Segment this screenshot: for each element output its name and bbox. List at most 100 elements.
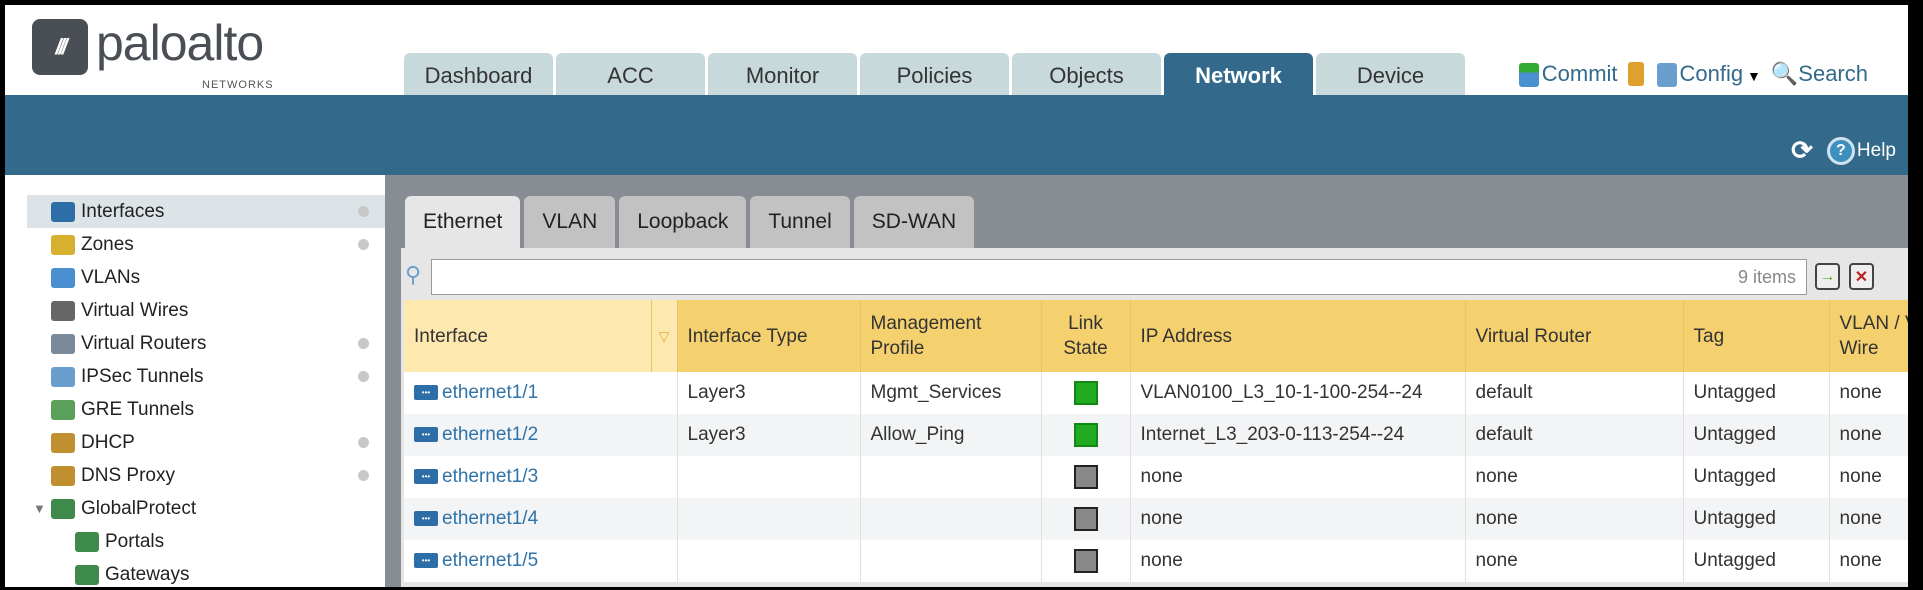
cell-vr: none <box>1465 456 1684 498</box>
sidebar-item-dhcp[interactable]: DHCP <box>27 426 385 459</box>
interface-link[interactable]: ethernet1/5 <box>442 550 539 571</box>
gateways-icon <box>75 564 99 585</box>
link-down-icon <box>1073 507 1098 531</box>
search-label: Search <box>1798 61 1868 87</box>
lock-icon[interactable] <box>1627 62 1644 87</box>
commit-button[interactable]: Commit <box>1518 61 1618 88</box>
tab-policies[interactable]: Policies <box>860 53 1009 95</box>
cell-type <box>677 540 861 582</box>
interface-link[interactable]: ethernet1/4 <box>442 508 539 529</box>
cell-tag: Untagged <box>1683 372 1830 414</box>
sidebar-item-interfaces[interactable]: Interfaces <box>27 195 385 228</box>
help-button[interactable]: ? Help <box>1826 136 1896 165</box>
main-tabs: Dashboard ACC Monitor Policies Objects Networ… <box>404 53 1465 95</box>
column-header[interactable]: Interface ▽ <box>404 300 678 372</box>
column-header[interactable]: Tag <box>1683 300 1830 372</box>
interfaces-table: Interface ▽ Interface Type Management Profi… <box>404 300 1908 582</box>
ethernet-port-icon: ••• <box>414 469 438 485</box>
cell-interface[interactable]: ••• ethernet1/3 <box>404 456 678 498</box>
cell-interface[interactable]: ••• ethernet1/4 <box>404 498 678 540</box>
cell-profile <box>860 456 1042 498</box>
cell-interface[interactable]: ••• ethernet1/2 <box>404 414 678 456</box>
cell-vlan: none <box>1829 372 1908 414</box>
sidebar-item-virtual-wires[interactable]: Virtual Wires <box>27 294 385 327</box>
tab-monitor[interactable]: Monitor <box>708 53 857 95</box>
help-label: Help <box>1856 139 1896 161</box>
header: /// paloalto NETWORKS Dashboard ACC Monito… <box>5 5 1908 95</box>
tab-tunnel[interactable]: Tunnel <box>750 196 850 248</box>
header-band: ⟳ ? Help <box>5 95 1908 175</box>
filter-input[interactable]: 9 items <box>431 259 1807 295</box>
table-row[interactable]: ••• ethernet1/3 none none Untagged none <box>404 456 1908 498</box>
sidebar-item-globalprotect[interactable]: ▼ GlobalProtect <box>27 492 385 525</box>
sidebar-item-label: DNS Proxy <box>81 464 175 486</box>
search-button[interactable]: 🔍Search <box>1771 61 1868 87</box>
table-row[interactable]: ••• ethernet1/5 none none Untagged none <box>404 540 1908 582</box>
tab-dashboard[interactable]: Dashboard <box>404 53 553 95</box>
status-dot <box>358 470 369 481</box>
tab-network[interactable]: Network <box>1164 53 1313 95</box>
cell-link <box>1041 540 1131 582</box>
sidebar-item-gateways[interactable]: Gateways <box>27 558 385 587</box>
logo-text: paloalto <box>96 15 264 71</box>
tab-ethernet[interactable]: Ethernet <box>405 196 521 248</box>
sort-menu-icon[interactable]: ▽ <box>650 300 677 372</box>
status-dot <box>358 206 369 217</box>
zones-icon <box>51 234 75 255</box>
cell-vr: default <box>1465 372 1684 414</box>
cell-link <box>1041 498 1131 540</box>
sidebar-item-gre-tunnels[interactable]: GRE Tunnels <box>27 393 385 426</box>
panel: ⚲ 9 items → ✕ Interface ▽ Interface Type Ma… <box>401 248 1908 587</box>
cell-interface[interactable]: ••• ethernet1/5 <box>404 540 678 582</box>
table-row[interactable]: ••• ethernet1/4 none none Untagged none <box>404 498 1908 540</box>
column-header[interactable]: Interface Type <box>677 300 861 372</box>
sidebar-item-label: Interfaces <box>81 200 165 222</box>
tab-objects[interactable]: Objects <box>1012 53 1161 95</box>
sidebar-item-vlans[interactable]: VLANs <box>27 261 385 294</box>
ethernet-port-icon: ••• <box>414 385 438 401</box>
column-header[interactable]: Link State <box>1041 300 1131 372</box>
interface-link[interactable]: ethernet1/1 <box>442 382 539 403</box>
column-header[interactable]: Management Profile <box>860 300 1042 372</box>
cell-vlan: none <box>1829 540 1908 582</box>
cell-tag: Untagged <box>1683 540 1830 582</box>
dns-proxy-icon <box>51 465 75 486</box>
sub-tabs: Ethernet VLAN Loopback Tunnel SD-WAN <box>405 196 975 248</box>
sidebar-item-virtual-routers[interactable]: Virtual Routers <box>27 327 385 360</box>
table-row[interactable]: ••• ethernet1/2 Layer3 Allow_Ping Internet_L… <box>404 414 1908 456</box>
sidebar-item-dns-proxy[interactable]: DNS Proxy <box>27 459 385 492</box>
tab-sd-wan[interactable]: SD-WAN <box>853 196 975 248</box>
refresh-icon[interactable]: ⟳ <box>1791 135 1813 165</box>
sidebar-item-zones[interactable]: Zones <box>27 228 385 261</box>
tab-acc[interactable]: ACC <box>556 53 705 95</box>
cell-ip: Internet_L3_203-0-113-254--24 <box>1130 414 1466 456</box>
sidebar-item-portals[interactable]: Portals <box>27 525 385 558</box>
cell-ip: none <box>1130 456 1466 498</box>
tab-loopback[interactable]: Loopback <box>619 196 747 248</box>
table-row[interactable]: ••• ethernet1/1 Layer3 Mgmt_Services VLAN010… <box>404 372 1908 414</box>
sidebar-item-label: IPSec Tunnels <box>81 365 204 387</box>
virtual-routers-icon <box>51 333 75 354</box>
cell-interface[interactable]: ••• ethernet1/1 <box>404 372 678 414</box>
interface-link[interactable]: ethernet1/2 <box>442 424 539 445</box>
clear-filter-button[interactable]: ✕ <box>1849 263 1874 290</box>
commit-icon <box>1518 63 1539 88</box>
column-header[interactable]: VLAN / Virtual-Wire <box>1829 300 1908 372</box>
interfaces-icon <box>51 201 75 222</box>
column-header[interactable]: IP Address <box>1130 300 1466 372</box>
vlans-icon <box>51 267 75 288</box>
interface-link[interactable]: ethernet1/3 <box>442 466 539 487</box>
config-menu[interactable]: Config ▼ <box>1656 61 1761 88</box>
cell-vr: none <box>1465 540 1684 582</box>
cell-link <box>1041 414 1131 456</box>
cell-vlan: none <box>1829 414 1908 456</box>
logo-subtext: NETWORKS <box>202 79 274 91</box>
tab-device[interactable]: Device <box>1316 53 1465 95</box>
expand-triangle-icon[interactable]: ▼ <box>33 501 46 516</box>
portals-icon <box>75 531 99 552</box>
sidebar-item-ipsec-tunnels[interactable]: IPSec Tunnels <box>27 360 385 393</box>
apply-filter-button[interactable]: → <box>1815 263 1840 290</box>
logo-mark-icon: /// <box>32 19 88 75</box>
tab-vlan[interactable]: VLAN <box>524 196 616 248</box>
column-header[interactable]: Virtual Router <box>1465 300 1684 372</box>
